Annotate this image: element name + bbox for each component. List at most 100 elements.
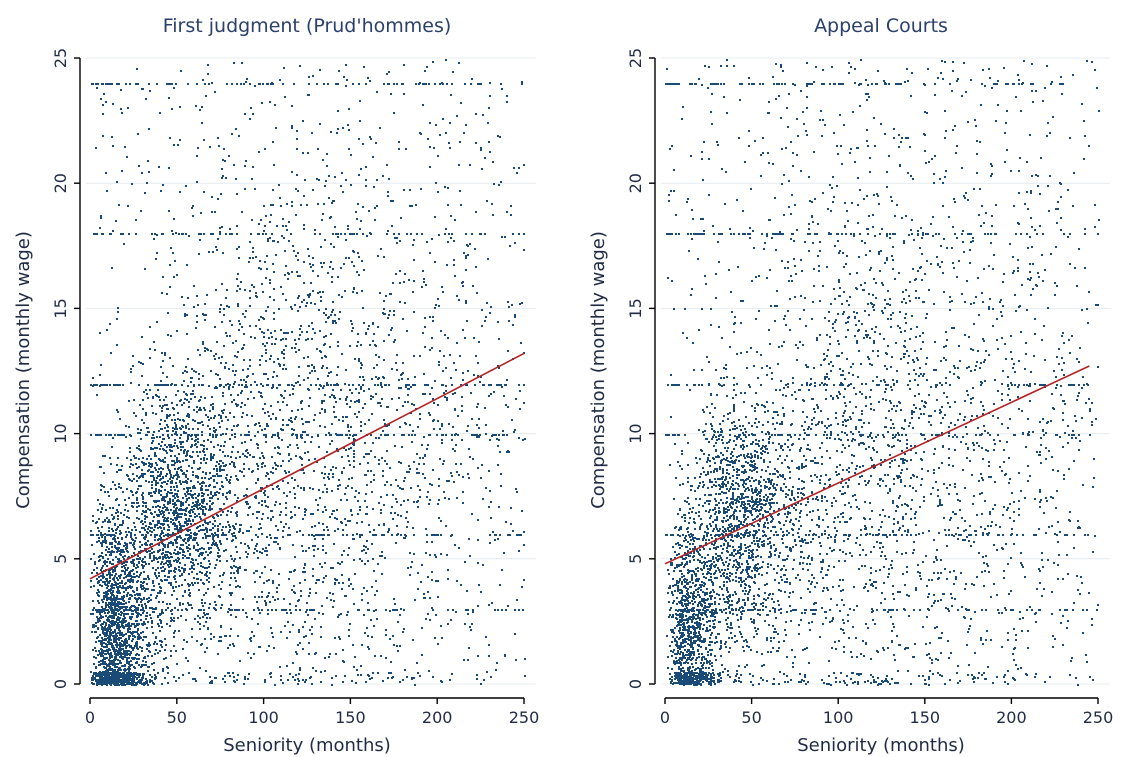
data-point	[131, 680, 133, 682]
data-point	[148, 492, 150, 494]
data-point	[365, 166, 367, 168]
data-point	[381, 457, 383, 459]
data-point	[231, 434, 233, 436]
data-point	[244, 165, 246, 167]
data-point	[170, 335, 172, 337]
data-point	[158, 625, 160, 627]
data-point	[230, 555, 232, 557]
data-point	[374, 384, 376, 386]
data-point	[309, 397, 311, 399]
data-point	[142, 677, 144, 679]
data-point	[99, 434, 101, 436]
data-point	[235, 609, 237, 611]
data-point	[330, 131, 332, 133]
data-point	[172, 233, 174, 235]
data-point	[498, 506, 500, 508]
data-point	[448, 498, 450, 500]
data-point	[325, 321, 327, 323]
data-point	[237, 451, 239, 453]
data-point	[151, 655, 153, 657]
data-point	[334, 320, 336, 322]
data-point	[416, 453, 418, 455]
data-point	[348, 635, 350, 637]
data-point	[361, 260, 363, 262]
data-point	[154, 452, 156, 454]
data-point	[212, 527, 214, 529]
data-point	[185, 518, 187, 520]
data-point	[235, 566, 237, 568]
data-point	[296, 437, 298, 439]
data-point	[166, 424, 168, 426]
data-point	[229, 592, 231, 594]
data-point	[142, 561, 144, 563]
data-point	[137, 636, 139, 638]
data-point	[95, 434, 97, 436]
data-point	[352, 588, 354, 590]
data-point	[272, 189, 274, 191]
data-point	[434, 534, 436, 536]
data-point	[169, 492, 171, 494]
data-point	[102, 608, 104, 610]
data-point	[200, 396, 202, 398]
data-point	[261, 355, 263, 357]
data-point	[115, 582, 117, 584]
data-point	[523, 233, 525, 235]
data-point	[272, 580, 274, 582]
data-point	[132, 569, 134, 571]
data-point	[429, 166, 431, 168]
data-point	[239, 524, 241, 526]
data-point	[153, 662, 155, 664]
data-point	[276, 486, 278, 488]
data-point	[186, 371, 188, 373]
data-point	[232, 643, 234, 645]
data-point	[403, 609, 405, 611]
data-point	[233, 645, 235, 647]
data-point	[313, 419, 315, 421]
data-point	[353, 456, 355, 458]
data-point	[400, 462, 402, 464]
data-point	[502, 430, 504, 432]
data-point	[241, 402, 243, 404]
data-point	[229, 412, 231, 414]
data-point	[484, 157, 486, 159]
data-point	[338, 294, 340, 296]
data-point	[341, 456, 343, 458]
data-point	[160, 567, 162, 569]
data-point	[348, 148, 350, 150]
data-point	[379, 292, 381, 294]
data-point	[229, 490, 231, 492]
data-point	[237, 273, 239, 275]
data-point	[323, 400, 325, 402]
data-point	[365, 185, 367, 187]
data-point	[331, 440, 333, 442]
data-point	[188, 416, 190, 418]
data-point	[202, 537, 204, 539]
data-point	[437, 643, 439, 645]
data-point	[312, 189, 314, 191]
data-point	[298, 375, 300, 377]
data-point	[428, 503, 430, 505]
data-point	[444, 186, 446, 188]
data-point	[213, 417, 215, 419]
data-point	[448, 480, 450, 482]
data-point	[99, 584, 101, 586]
data-point	[221, 283, 223, 285]
data-point	[306, 302, 308, 304]
data-point	[390, 672, 392, 674]
data-point	[121, 587, 123, 589]
data-point	[132, 649, 134, 651]
data-point	[125, 613, 127, 615]
data-point	[186, 333, 188, 335]
data-point	[151, 622, 153, 624]
data-point	[471, 418, 473, 420]
data-point	[269, 101, 271, 103]
data-point	[415, 204, 417, 206]
data-point	[159, 556, 161, 558]
data-point	[438, 361, 440, 363]
data-point	[302, 152, 304, 154]
data-point	[125, 425, 127, 427]
data-point	[357, 341, 359, 343]
data-point	[312, 270, 314, 272]
data-point	[177, 474, 179, 476]
data-point	[100, 532, 102, 534]
